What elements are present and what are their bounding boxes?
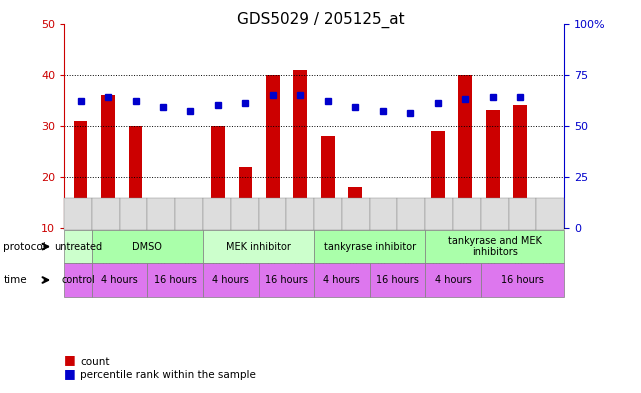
Text: protocol: protocol [3, 242, 46, 252]
Bar [349, 187, 362, 228]
Text: 16 hours: 16 hours [376, 275, 419, 285]
Text: 4 hours: 4 hours [101, 275, 138, 285]
Bar [403, 213, 417, 228]
Text: tankyrase inhibitor: tankyrase inhibitor [324, 242, 416, 252]
Bar [486, 110, 499, 228]
Bar [74, 121, 87, 228]
Text: 4 hours: 4 hours [212, 275, 249, 285]
Bar [101, 95, 115, 228]
Text: 16 hours: 16 hours [501, 275, 544, 285]
Text: ■: ■ [64, 367, 76, 380]
Text: ■: ■ [64, 354, 76, 367]
Bar [266, 75, 279, 228]
Bar [431, 131, 445, 228]
Text: 16 hours: 16 hours [154, 275, 197, 285]
Text: control: control [61, 275, 95, 285]
Text: untreated: untreated [54, 242, 102, 252]
Bar [238, 167, 253, 228]
Bar [376, 218, 390, 228]
Text: time: time [3, 275, 27, 285]
Bar [458, 75, 472, 228]
Bar [294, 70, 307, 228]
Text: MEK inhibitor: MEK inhibitor [226, 242, 291, 252]
Text: GDS5029 / 205125_at: GDS5029 / 205125_at [237, 12, 404, 28]
Text: 4 hours: 4 hours [435, 275, 471, 285]
Text: 4 hours: 4 hours [324, 275, 360, 285]
Bar [129, 126, 142, 228]
Text: tankyrase and MEK
inhibitors: tankyrase and MEK inhibitors [447, 236, 542, 257]
Text: 16 hours: 16 hours [265, 275, 308, 285]
Text: DMSO: DMSO [133, 242, 162, 252]
Text: count: count [80, 357, 110, 367]
Bar [321, 136, 335, 228]
Bar [513, 105, 527, 228]
Bar [156, 223, 170, 228]
Text: percentile rank within the sample: percentile rank within the sample [80, 371, 256, 380]
Bar [183, 208, 197, 228]
Bar [211, 126, 225, 228]
